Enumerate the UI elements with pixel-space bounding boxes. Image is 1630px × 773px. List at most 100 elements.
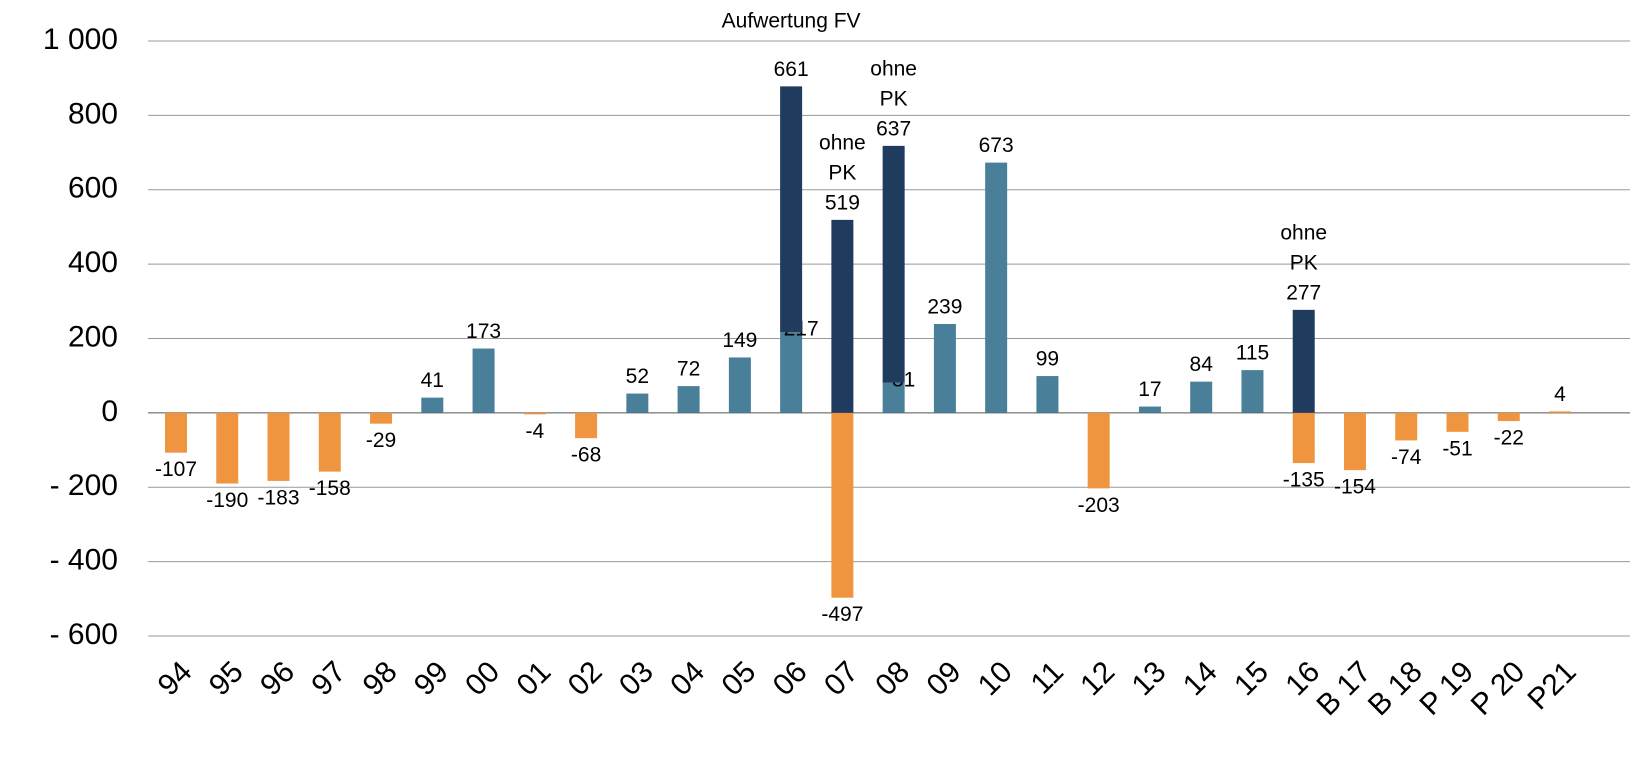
data-label: 52: [626, 365, 649, 388]
bar: [985, 162, 1008, 413]
data-label: 519: [825, 191, 860, 214]
bar: [1138, 406, 1161, 413]
x-tick-label: 08: [869, 655, 916, 702]
data-label: -203: [1078, 494, 1120, 517]
bar: [677, 386, 700, 413]
bar: [1395, 412, 1418, 441]
bar: [933, 323, 956, 413]
annotation: PK: [1290, 251, 1318, 274]
annotation: ohne: [870, 57, 917, 80]
data-label: -4: [525, 420, 544, 443]
data-label: 72: [677, 358, 700, 381]
x-tick-label: 12: [1074, 655, 1121, 702]
y-tick-label: 800: [68, 97, 118, 130]
bar: [1190, 381, 1213, 413]
y-tick-label: 0: [101, 395, 118, 428]
data-label: 239: [927, 296, 962, 319]
y-tick-label: - 400: [50, 544, 118, 577]
x-tick-label: 10: [972, 655, 1019, 702]
data-label: 41: [421, 369, 444, 392]
data-label: 661: [774, 58, 809, 81]
data-label: -107: [155, 458, 197, 481]
x-tick-label: 01: [510, 655, 557, 702]
x-tick-label: 95: [203, 655, 250, 702]
annotation: Aufwertung FV: [722, 10, 861, 33]
data-label: -154: [1334, 476, 1376, 499]
x-tick-label: 14: [1177, 655, 1224, 702]
bar: [318, 412, 341, 472]
bar: [1292, 309, 1315, 413]
bar: [1036, 376, 1059, 413]
x-tick-label: 96: [254, 655, 301, 702]
data-label: -183: [258, 486, 300, 509]
bar: [831, 219, 854, 413]
data-label: -74: [1391, 446, 1422, 469]
x-tick-label: B 17: [1311, 655, 1378, 722]
x-tick-label: 11: [1025, 655, 1070, 700]
y-tick-label: - 200: [50, 469, 118, 502]
x-tick-label: 00: [459, 655, 506, 702]
data-label: -29: [366, 429, 396, 452]
bar: [1241, 370, 1264, 413]
data-label: -22: [1494, 427, 1524, 450]
y-tick-label: 200: [68, 320, 118, 353]
bar: [1497, 412, 1520, 422]
x-tick-label: P 20: [1465, 655, 1532, 722]
bar: [523, 412, 546, 415]
data-label: -158: [309, 477, 351, 500]
bar: [1343, 412, 1366, 471]
x-tick-label: B 18: [1362, 655, 1429, 722]
x-tick-label: 99: [408, 655, 455, 702]
x-tick-label: 98: [357, 655, 404, 702]
data-label: 99: [1036, 348, 1059, 371]
bar: [1549, 411, 1572, 413]
bar: [626, 393, 649, 413]
x-tick-label: 15: [1228, 655, 1275, 702]
bar: [728, 357, 751, 413]
bar: [421, 397, 444, 413]
annotation: PK: [828, 161, 856, 184]
x-tick-label: P21: [1521, 655, 1582, 716]
bar: [831, 412, 854, 598]
data-label: 173: [466, 320, 501, 343]
data-label: 84: [1190, 353, 1214, 376]
x-tick-label: 04: [664, 655, 711, 702]
data-label: -135: [1283, 469, 1325, 492]
bar: [165, 412, 187, 453]
y-tick-label: - 600: [50, 618, 118, 651]
bar: [267, 412, 290, 481]
x-tick-label: 06: [767, 655, 814, 702]
data-label: 277: [1286, 281, 1321, 304]
data-label: -68: [571, 444, 601, 467]
bar: [472, 348, 495, 413]
x-tick-label: 94: [152, 655, 199, 702]
data-label: -190: [206, 489, 248, 512]
x-tick-label: 02: [562, 655, 609, 702]
bar: [882, 382, 905, 413]
bar: [370, 412, 393, 424]
y-tick-label: 1 000: [43, 23, 118, 56]
x-tick-label: 09: [921, 655, 968, 702]
y-tick-label: 400: [68, 246, 118, 279]
annotation: ohne: [819, 131, 866, 154]
annotation: ohne: [1280, 221, 1327, 244]
bar: [1446, 412, 1469, 432]
bar: [1087, 412, 1110, 489]
data-label: -497: [821, 603, 863, 626]
data-label: 149: [722, 329, 757, 352]
x-tick-label: 03: [613, 655, 660, 702]
bar: [216, 412, 239, 484]
bar: [1292, 412, 1315, 464]
bar: [780, 86, 803, 333]
x-tick-label: P 19: [1413, 655, 1480, 722]
data-label: 637: [876, 117, 911, 140]
data-label: 115: [1236, 342, 1269, 365]
x-tick-label: 07: [818, 655, 865, 702]
data-label: 4: [1554, 383, 1566, 406]
bar: [780, 332, 803, 413]
x-tick-label: 13: [1126, 655, 1173, 702]
data-label: -51: [1442, 437, 1472, 460]
data-label: 673: [979, 134, 1014, 157]
